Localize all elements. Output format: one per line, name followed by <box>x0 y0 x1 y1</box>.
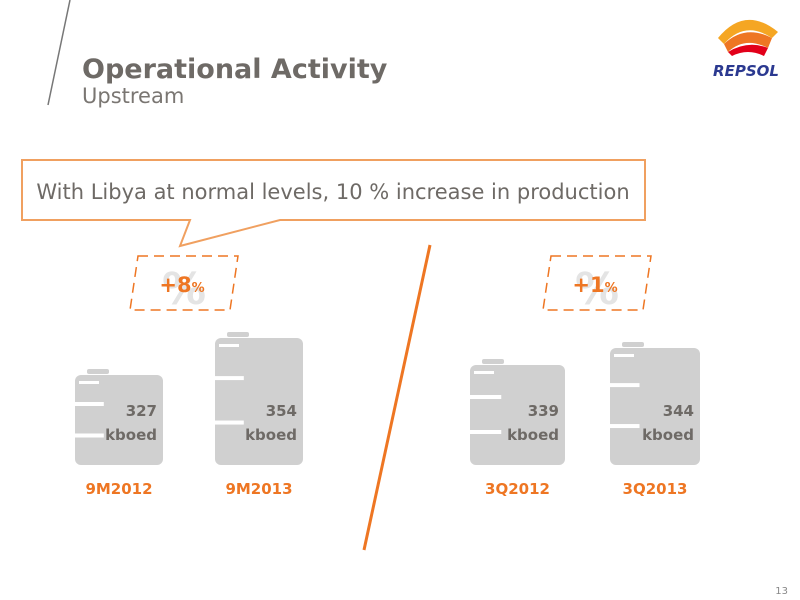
barrel-tab <box>474 371 494 374</box>
barrel-stripe <box>73 433 104 438</box>
barrel-tab <box>614 354 634 357</box>
content: %+8%327kboed9M2012354kboed9M2013%+1%339k… <box>73 255 700 498</box>
barrel-tab <box>227 332 249 337</box>
barrel-label: 3Q2013 <box>623 480 688 498</box>
change-watermark: % <box>162 264 206 315</box>
divider-line <box>47 0 71 106</box>
barrel-tab <box>79 381 99 384</box>
barrel-unit: kboed <box>642 426 694 444</box>
barrel-tab <box>482 359 504 364</box>
change-unit: % <box>192 281 205 296</box>
barrel-value: 344 <box>663 402 694 420</box>
logo-flame <box>718 19 778 44</box>
callout-box <box>21 159 646 248</box>
title: Operational Activity <box>82 54 388 85</box>
barrel <box>470 365 565 465</box>
barrel-stripe <box>608 383 640 388</box>
subtitle: Upstream <box>82 84 184 108</box>
page-number: 13 <box>775 586 788 597</box>
barrel-tab <box>622 342 644 347</box>
barrel-tab <box>219 344 239 347</box>
barrel-stripe <box>468 395 502 399</box>
logo: REPSOL <box>713 19 779 80</box>
barrel <box>215 338 303 465</box>
change-text: +1% <box>572 273 617 297</box>
logo-text: REPSOL <box>713 62 779 80</box>
barrel-stripe <box>73 402 104 406</box>
separator <box>362 244 432 551</box>
change-text: +8% <box>159 273 204 297</box>
change-box <box>129 255 239 311</box>
change-box <box>542 255 652 311</box>
barrel-unit: kboed <box>245 426 297 444</box>
barrel-label: 3Q2012 <box>485 480 550 498</box>
barrel-unit: kboed <box>507 426 559 444</box>
logo-flame <box>724 32 772 52</box>
barrel-value: 327 <box>126 402 157 420</box>
barrel-stripe <box>213 376 244 381</box>
barrel-value: 354 <box>266 402 297 420</box>
barrel-stripe <box>213 420 244 425</box>
change-watermark: % <box>575 264 619 315</box>
barrel-tab <box>87 369 109 374</box>
barrel-unit: kboed <box>105 426 157 444</box>
change-value: +8 <box>159 273 191 297</box>
barrel-value: 339 <box>528 402 559 420</box>
barrel-label: 9M2012 <box>85 480 152 498</box>
barrel <box>75 375 163 465</box>
barrel <box>610 348 700 465</box>
barrel-label: 9M2013 <box>225 480 292 498</box>
barrel-stripe <box>608 424 640 429</box>
barrel-stripe <box>468 430 502 434</box>
logo-flame <box>728 44 768 56</box>
change-unit: % <box>605 281 618 296</box>
change-value: +1 <box>572 273 604 297</box>
callout-text: With Libya at normal levels, 10 % increa… <box>36 180 629 204</box>
